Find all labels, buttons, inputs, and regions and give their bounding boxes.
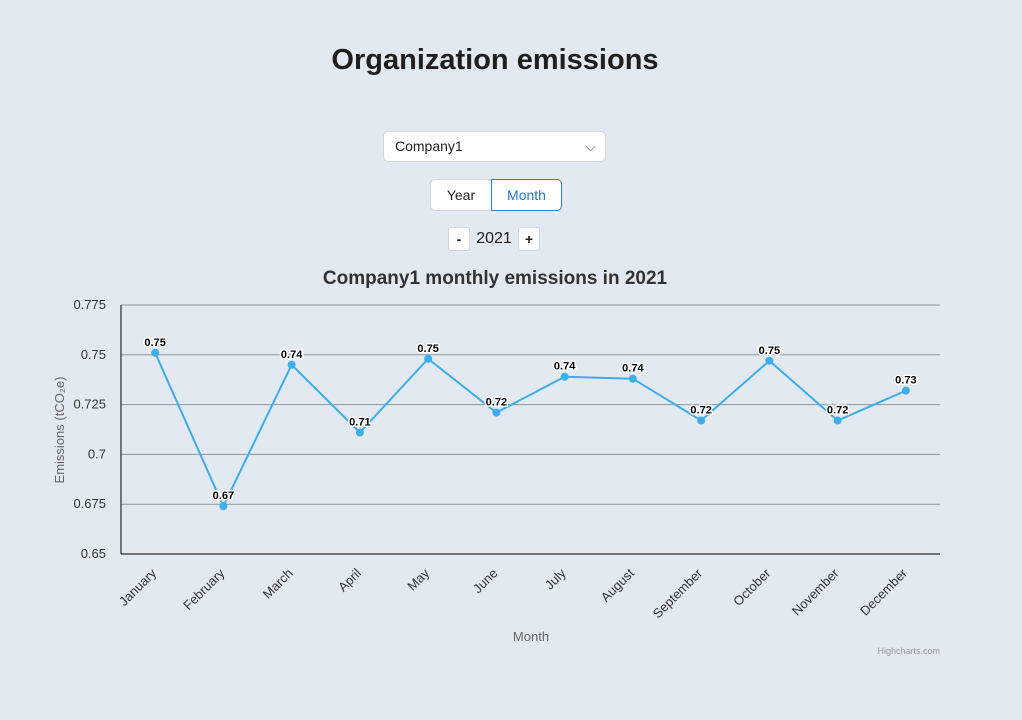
x-tick-label: July [542,565,569,592]
x-tick-label: June [470,566,501,597]
data-point [697,416,706,425]
data-point [560,372,569,381]
x-tick-label: December [857,565,910,618]
data-label: 0.74 [281,349,303,361]
company-select-value: Company1 [395,138,463,154]
data-point [901,386,910,395]
data-label: 0.72 [827,405,848,417]
year-toggle-button[interactable]: Year [430,179,491,211]
y-tick-label: 0.725 [73,397,106,412]
data-label: 0.72 [486,397,507,409]
data-label: 0.75 [144,337,165,349]
data-label: 0.67 [213,490,234,502]
decrement-year-button[interactable]: - [448,227,470,251]
x-tick-label: October [730,565,774,609]
data-label: 0.75 [417,343,438,355]
chart-title: Company1 monthly emissions in 2021 [323,268,668,289]
x-tick-label: January [116,565,160,609]
data-point [355,428,364,437]
y-tick-label: 0.65 [81,546,106,561]
y-tick-label: 0.7 [88,446,106,461]
x-tick-label: May [404,565,432,593]
data-point [287,360,296,369]
x-tick-label: April [335,565,364,594]
x-axis-title: Month [513,629,549,644]
y-tick-label: 0.75 [81,347,106,362]
company-select[interactable]: Company1 [383,131,606,162]
data-point [219,502,228,511]
x-tick-label: August [598,565,637,604]
data-point [424,354,433,363]
chart-credits[interactable]: Highcharts.com [877,646,940,656]
x-tick-label: November [789,565,842,618]
year-value: 2021 [476,230,512,247]
data-point [833,416,842,425]
series-line [154,352,907,508]
y-tick-label: 0.775 [73,297,106,312]
x-tick-label: September [650,565,706,621]
data-label: 0.72 [690,405,711,417]
data-label: 0.75 [759,345,780,357]
period-toggle: Year Month [430,179,562,211]
data-label: 0.73 [895,375,916,387]
increment-year-button[interactable]: + [518,227,540,251]
data-point [765,356,774,365]
x-tick-label: February [180,565,228,613]
y-axis-title: Emissions (tCO₂e) [52,377,67,484]
data-label: 0.71 [349,416,370,428]
page-title: Organization emissions [331,44,659,76]
data-label: 0.74 [622,363,644,375]
x-tick-label: March [260,566,296,602]
data-point [151,348,160,357]
data-label: 0.74 [554,361,576,373]
data-point [492,408,501,417]
y-tick-label: 0.675 [73,496,106,511]
month-toggle-button[interactable]: Month [491,179,562,211]
data-point [628,374,637,383]
